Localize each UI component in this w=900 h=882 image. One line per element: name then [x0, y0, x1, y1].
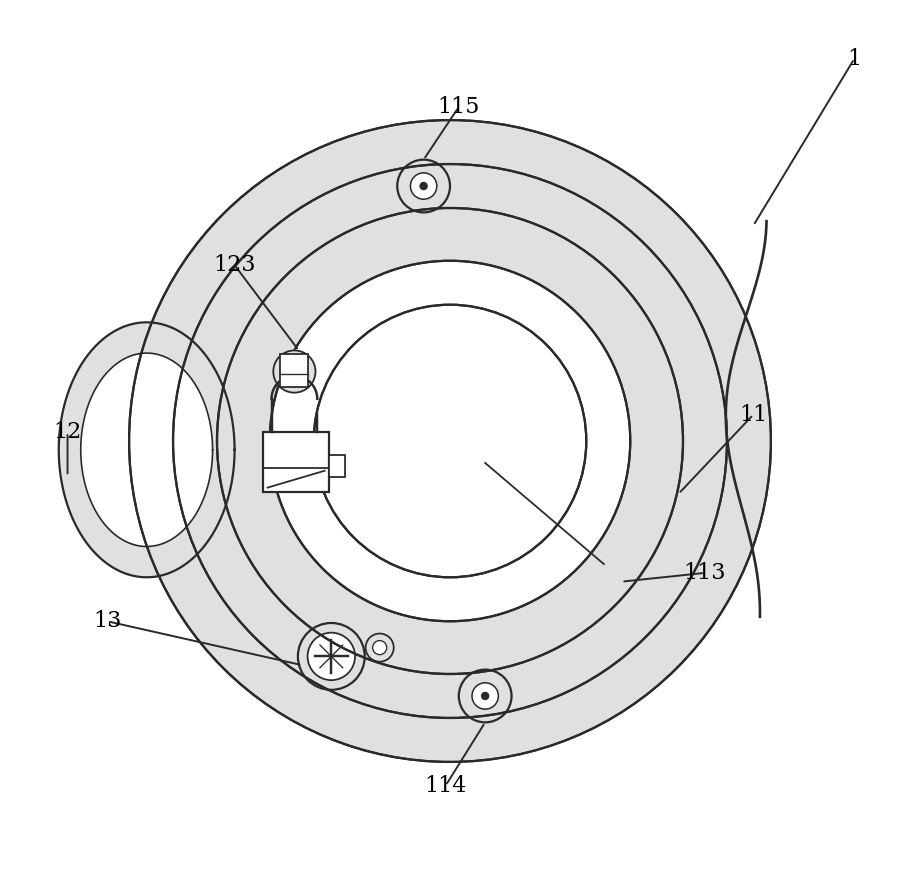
Circle shape: [397, 160, 450, 213]
Circle shape: [410, 173, 436, 199]
Text: 115: 115: [437, 96, 480, 118]
Bar: [329, 455, 345, 477]
Circle shape: [274, 350, 316, 392]
Text: 12: 12: [53, 422, 82, 444]
Circle shape: [314, 304, 586, 578]
Text: 13: 13: [93, 610, 122, 632]
Circle shape: [482, 692, 489, 699]
Circle shape: [459, 669, 511, 722]
Circle shape: [298, 623, 365, 690]
Bar: [263, 432, 329, 492]
Circle shape: [373, 640, 387, 654]
Text: 1: 1: [848, 48, 861, 70]
Text: 113: 113: [684, 562, 726, 584]
Circle shape: [217, 208, 683, 674]
Circle shape: [270, 261, 630, 621]
Circle shape: [270, 261, 630, 621]
Bar: [280, 354, 309, 387]
Text: 114: 114: [425, 774, 467, 796]
Circle shape: [420, 183, 427, 190]
Circle shape: [173, 164, 727, 718]
Text: 123: 123: [213, 254, 256, 276]
Circle shape: [173, 164, 727, 718]
Circle shape: [217, 208, 683, 674]
Circle shape: [472, 683, 499, 709]
Polygon shape: [58, 322, 235, 578]
Circle shape: [173, 164, 727, 718]
Circle shape: [308, 632, 355, 680]
Circle shape: [129, 120, 771, 762]
Circle shape: [217, 208, 683, 674]
Polygon shape: [81, 353, 212, 547]
Text: 11: 11: [739, 404, 768, 426]
Circle shape: [129, 120, 771, 762]
Circle shape: [365, 633, 393, 662]
